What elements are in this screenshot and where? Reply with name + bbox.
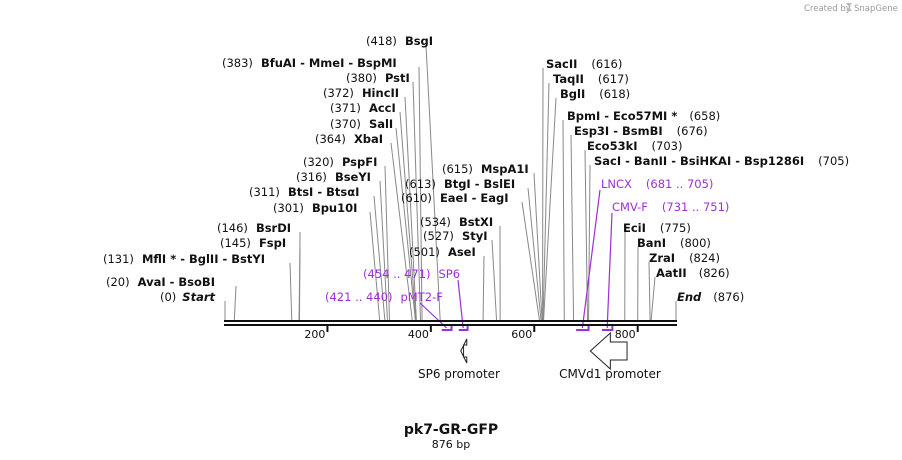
feature-arrow-cmvd1-promoter xyxy=(589,331,628,371)
ruler-tick-label: 600 xyxy=(511,328,532,341)
site-label: (371) AccI xyxy=(330,101,396,115)
site-leader-line xyxy=(399,111,417,321)
sequence-backbone xyxy=(224,320,677,326)
site-leader-line xyxy=(588,164,591,321)
ruler-tick-label: 400 xyxy=(408,328,429,341)
ruler-tick-label: 800 xyxy=(615,328,636,341)
leader-lines xyxy=(224,44,677,321)
site-label: Eco53kI (703) xyxy=(587,139,682,153)
feature-label-cmvd1-promoter: CMVd1 promoter xyxy=(559,367,661,381)
site-label: (527) StyI xyxy=(423,229,488,243)
site-leader-line xyxy=(299,231,301,321)
ruler: 200 400 600 800 xyxy=(304,326,639,341)
site-label: BanI (800) xyxy=(637,236,711,250)
site-leader-line xyxy=(369,211,381,321)
site-label: EciI (775) xyxy=(623,221,691,235)
site-leader-line xyxy=(373,195,386,321)
site-leader-line xyxy=(384,165,390,321)
credit-brand: SnapGene xyxy=(854,4,898,14)
site-leader-line xyxy=(412,81,422,321)
site-label: (615) MspA1I xyxy=(442,162,529,176)
site-label: BpmI - Eco57MI * (658) xyxy=(567,109,720,123)
site-label: (131) MflI * - BglII - BstYI xyxy=(103,252,265,266)
primer-labels: (454 .. 471) SP6 (421 .. 440) pMT2-F LNCX(… xyxy=(325,177,729,304)
site-label: (145) FspI xyxy=(220,236,286,250)
site-label: (311) BtsI - BtsαI xyxy=(249,185,359,199)
start-label: (0) Start xyxy=(160,290,216,304)
credit-text: Created by xyxy=(804,4,851,14)
map-subtitle: 876 bp xyxy=(432,438,470,451)
primer-leader-line xyxy=(606,212,613,329)
site-label: (320) PspFI xyxy=(303,155,377,169)
primer-label: (421 .. 440) pMT2-F xyxy=(325,290,443,304)
site-leader-line xyxy=(418,66,423,321)
primer-label: CMV-F (731 .. 751) xyxy=(612,200,729,214)
site-label: (613) BtgI - BslEI xyxy=(405,177,515,191)
site-leader-line xyxy=(648,261,651,321)
site-leader-line xyxy=(395,127,416,321)
site-leader-line xyxy=(425,44,441,321)
site-leader-line xyxy=(390,142,413,321)
feature-label-sp6-promoter: SP6 promoter xyxy=(418,367,500,381)
primer-marks xyxy=(419,189,614,331)
site-label: (501) AseI xyxy=(409,245,476,259)
site-leader-line xyxy=(570,134,575,321)
end-labels: (0) Start End (876) xyxy=(160,290,744,304)
site-label: (20) AvaI - BsoBI xyxy=(106,275,215,289)
site-label: (370) SalI xyxy=(330,117,393,131)
feature-arrow-sp6-promoter xyxy=(460,338,468,364)
site-leader-line xyxy=(482,255,485,321)
site-leader-line xyxy=(233,285,237,321)
site-label: Esp3I - BsmBI (676) xyxy=(574,124,708,138)
site-leader-line xyxy=(543,97,557,321)
features xyxy=(460,331,628,371)
site-leader-line xyxy=(562,119,565,321)
site-leader-line xyxy=(527,187,542,321)
site-label: (534) BstXI xyxy=(420,215,493,229)
site-leader-line xyxy=(404,96,417,321)
site-label: (146) BsrDI xyxy=(217,221,291,235)
site-label: TaqII (617) xyxy=(553,72,629,86)
site-leader-line xyxy=(521,201,540,321)
primer-leader-line xyxy=(419,302,448,329)
end-label: End (876) xyxy=(677,290,744,304)
site-label: AatII (826) xyxy=(656,266,730,280)
site-leader-line xyxy=(542,82,550,321)
site-label: SacII (616) xyxy=(546,57,622,71)
site-label: ZraI (824) xyxy=(649,251,720,265)
site-label: (380) PstI xyxy=(346,71,410,85)
site-label: (610) EaeI - EagI xyxy=(401,191,509,205)
site-label: (316) BseYI xyxy=(296,170,371,184)
site-leader-line xyxy=(491,239,498,321)
map-title: pk7-GR-GFP xyxy=(404,422,498,438)
site-label: (418) BsgI xyxy=(366,34,433,48)
site-leader-line xyxy=(289,262,293,321)
primer-label: (454 .. 471) SP6 xyxy=(363,267,460,281)
site-leader-line xyxy=(379,180,388,321)
site-label: (364) XbaI xyxy=(315,132,383,146)
ruler-tick-label: 200 xyxy=(304,328,325,341)
site-label: (383) BfuAI - MmeI - BspMI xyxy=(222,56,397,70)
left-site-labels: (20) AvaI - BsoBI (131) MflI * - BglII - B… xyxy=(103,34,433,289)
site-label: (372) HincII xyxy=(323,86,399,100)
right-site-labels: SacII (616) TaqII (617) BglI (618) BpmI - E… xyxy=(546,57,849,280)
primer-label: LNCX (681 .. 705) xyxy=(601,177,713,191)
site-leader-line xyxy=(650,276,656,321)
site-label: BglI (618) xyxy=(560,87,630,101)
site-leader-line xyxy=(533,172,543,321)
mid-site-labels: (501) AseI (527) StyI (534) BstXI (610) EaeI… xyxy=(401,162,529,259)
snapgene-logo-icon xyxy=(846,3,852,11)
site-label: (301) Bpu10I xyxy=(273,201,357,215)
site-label: SacI - BanII - BsiHKAI - Bsp1286I (705) xyxy=(594,154,849,168)
primer-leader-line xyxy=(581,189,601,329)
